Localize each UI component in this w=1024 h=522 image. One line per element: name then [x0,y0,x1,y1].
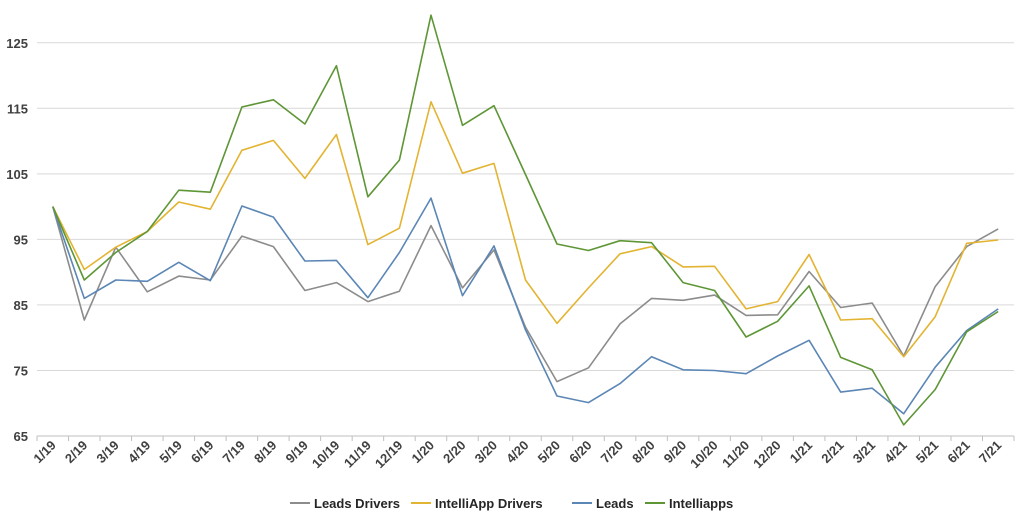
x-tick-label: 6/21 [944,438,973,467]
x-tick-label: 3/20 [472,438,501,467]
x-tick-label: 12/20 [750,438,784,472]
x-tick-label: 4/20 [503,438,532,467]
x-tick-label: 6/20 [566,438,595,467]
series-line-leads [52,197,999,415]
y-tick-label: 115 [7,101,28,116]
x-tick-label: 12/19 [372,438,406,472]
x-tick-label: 7/21 [976,438,1005,467]
legend-item: IntelliApp Drivers [411,496,543,511]
x-tick-label: 2/21 [818,438,847,467]
legend-label: IntelliApp Drivers [435,496,543,511]
legend-label: Leads Drivers [314,496,400,511]
x-tick-label: 7/19 [219,438,248,467]
legend-item: Leads [572,496,634,511]
y-tick-label: 65 [14,429,28,444]
y-tick-label: 85 [14,298,28,313]
y-axis: 65 75 85 95 105 115 125 [6,36,28,444]
x-tick-label: 3/21 [850,438,879,467]
series-line-leads-drivers [52,206,999,383]
y-tick-label: 125 [6,36,28,51]
legend: Leads Drivers IntelliApp Drivers Leads Inte… [290,496,733,511]
y-tick-label: 75 [14,363,28,378]
x-tick-label: 8/20 [629,438,658,467]
x-tick-label: 1/20 [409,438,438,467]
x-tick-label: 2/20 [440,438,469,467]
legend-label: Leads [596,496,634,511]
x-tick-label: 10/20 [687,438,721,472]
x-tick-label: 2/19 [62,438,91,467]
x-tick-label: 6/19 [188,438,217,467]
x-tick-label: 10/19 [309,438,343,472]
legend-item: Leads Drivers [290,496,400,511]
legend-label: Intelliapps [669,496,733,511]
x-tick-label: 5/20 [535,438,564,467]
series-line-intelliapp-drivers [52,101,999,358]
x-tick-label: 5/19 [156,438,185,467]
x-tick-label: 4/19 [125,438,154,467]
x-tick-label: 8/19 [251,438,280,467]
x-tick-label: 11/20 [719,438,752,471]
gridlines [37,42,1014,371]
y-tick-label: 105 [6,167,28,182]
x-tick-label: 9/20 [661,438,690,467]
legend-item: Intelliapps [645,496,733,511]
series-lines [52,14,999,426]
x-tick-label: 1/21 [787,438,816,467]
y-tick-label: 95 [14,232,28,247]
series-line-intelliapps [52,14,999,426]
x-tick-label: 4/21 [881,438,910,467]
x-tick-label: 5/21 [913,438,942,467]
x-tick-label: 3/19 [93,438,122,467]
x-tick-label: 1/19 [30,438,59,467]
x-tick-label: 7/20 [598,438,627,467]
x-axis: 1/19 2/19 3/19 4/19 5/19 6/19 7/19 8/19 9/1910/1… [30,435,1015,472]
x-tick-label: 9/19 [283,438,312,467]
x-tick-label: 11/19 [341,438,374,471]
